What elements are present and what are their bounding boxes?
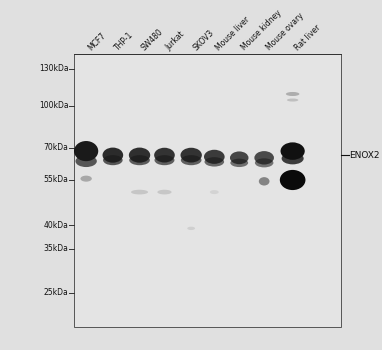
Ellipse shape: [154, 148, 175, 162]
Ellipse shape: [255, 158, 274, 167]
Ellipse shape: [154, 155, 175, 165]
Text: 70kDa: 70kDa: [44, 143, 68, 152]
Ellipse shape: [204, 150, 225, 164]
Ellipse shape: [181, 155, 201, 165]
Text: Jurkat: Jurkat: [165, 30, 187, 52]
Ellipse shape: [259, 177, 269, 186]
Ellipse shape: [187, 227, 195, 230]
Ellipse shape: [230, 152, 249, 164]
Text: THP-1: THP-1: [113, 30, 135, 52]
Text: MCF7: MCF7: [86, 31, 107, 52]
Ellipse shape: [280, 142, 305, 160]
Ellipse shape: [81, 176, 92, 182]
Ellipse shape: [204, 157, 224, 167]
Text: 25kDa: 25kDa: [44, 288, 68, 298]
Text: 35kDa: 35kDa: [44, 244, 68, 253]
Ellipse shape: [102, 148, 123, 163]
Text: SKOV3: SKOV3: [191, 28, 215, 52]
Text: SW480: SW480: [139, 27, 165, 52]
Text: Mouse kidney: Mouse kidney: [239, 8, 283, 52]
Ellipse shape: [129, 148, 150, 163]
Text: Mouse ovary: Mouse ovary: [264, 11, 305, 52]
Ellipse shape: [254, 151, 274, 164]
Text: 130kDa: 130kDa: [39, 64, 68, 73]
Ellipse shape: [287, 99, 298, 101]
Text: 100kDa: 100kDa: [39, 101, 68, 110]
Ellipse shape: [282, 153, 304, 164]
Text: Mouse liver: Mouse liver: [214, 14, 252, 52]
Ellipse shape: [180, 148, 202, 162]
Ellipse shape: [280, 170, 306, 190]
Ellipse shape: [157, 190, 172, 195]
Ellipse shape: [74, 141, 98, 161]
Ellipse shape: [230, 159, 248, 167]
Text: Rat liver: Rat liver: [293, 23, 322, 52]
Text: 55kDa: 55kDa: [44, 175, 68, 184]
Text: 40kDa: 40kDa: [44, 220, 68, 230]
Ellipse shape: [129, 155, 150, 165]
Ellipse shape: [131, 190, 148, 195]
Ellipse shape: [76, 155, 97, 167]
Bar: [74, 54, 341, 328]
Ellipse shape: [103, 155, 123, 165]
Text: ENOX2: ENOX2: [350, 150, 380, 160]
Ellipse shape: [210, 190, 219, 194]
Ellipse shape: [286, 92, 299, 96]
